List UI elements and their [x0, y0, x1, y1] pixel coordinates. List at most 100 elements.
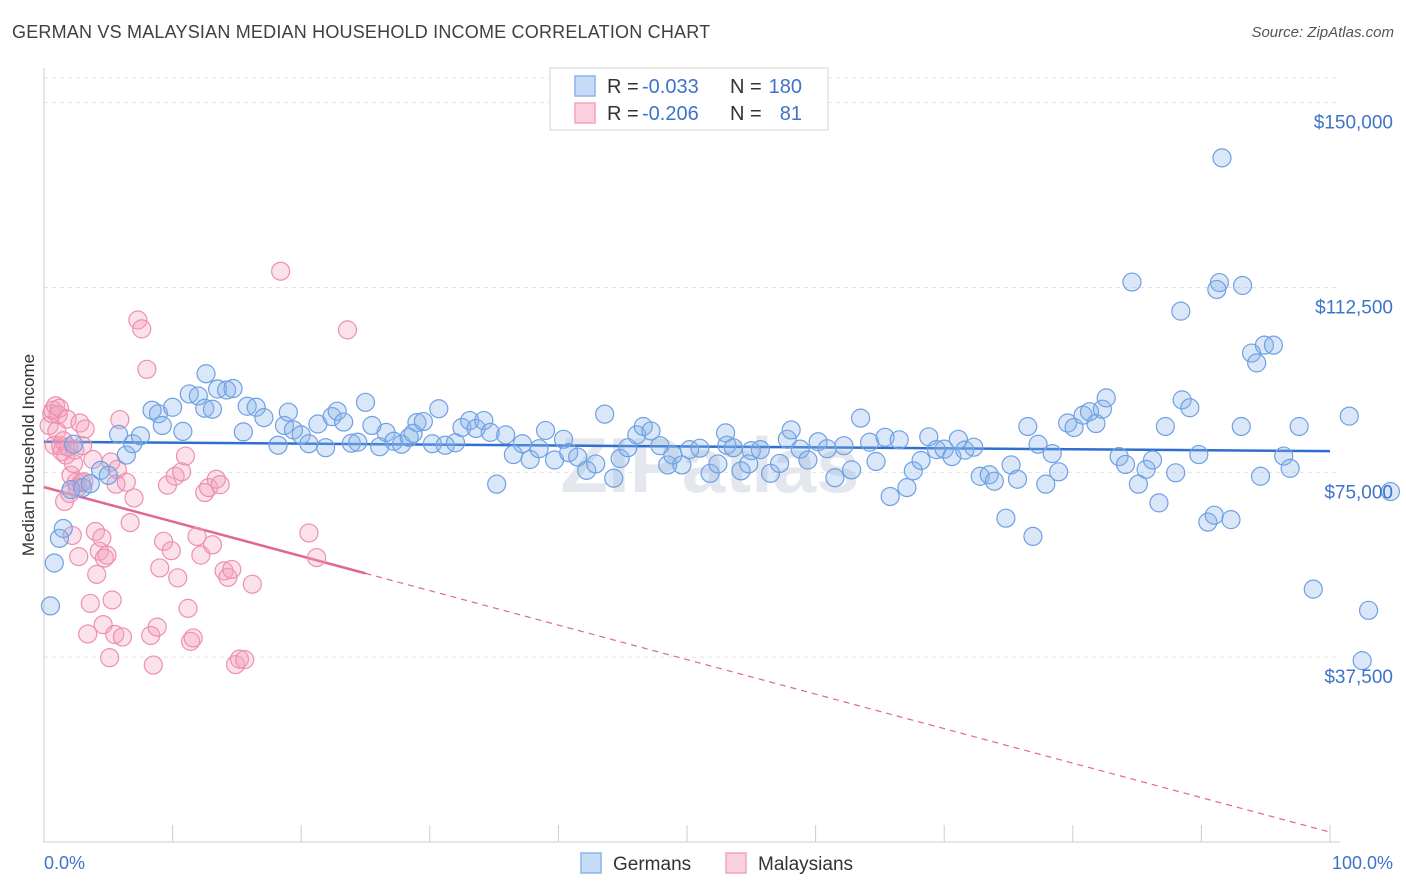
trend-line-germans	[43, 440, 1331, 453]
point-germans	[322, 407, 342, 427]
point-germans	[1380, 481, 1401, 502]
point-malaysians	[181, 631, 201, 651]
point-germans	[487, 474, 507, 494]
point-germans	[604, 468, 624, 488]
point-germans	[1207, 279, 1227, 300]
point-germans	[1358, 600, 1379, 620]
point-germans	[334, 412, 354, 432]
point-germans	[44, 553, 64, 573]
trend-lines	[43, 440, 1331, 833]
point-germans	[1280, 458, 1300, 478]
point-germans	[842, 460, 862, 480]
point-germans	[80, 474, 100, 494]
point-germans	[1018, 416, 1038, 437]
point-germans	[327, 401, 347, 421]
point-germans	[1189, 444, 1209, 465]
point-malaysians	[168, 568, 188, 588]
point-germans	[217, 380, 237, 400]
point-malaysians	[99, 648, 120, 668]
point-malaysians	[48, 405, 68, 425]
point-germans	[948, 429, 968, 449]
point-germans	[851, 408, 871, 428]
point-malaysians	[57, 409, 77, 429]
point-germans	[254, 408, 274, 428]
point-germans	[1049, 462, 1069, 482]
y-tick-label: $150,000	[1314, 113, 1393, 134]
point-germans	[1122, 272, 1142, 292]
point-germans	[996, 508, 1016, 528]
point-malaysians	[178, 598, 198, 618]
point-germans	[715, 423, 736, 443]
point-malaysians	[92, 528, 112, 548]
point-germans	[299, 434, 319, 454]
point-germans	[1023, 526, 1043, 547]
point-malaysians	[147, 617, 167, 637]
point-germans	[223, 378, 243, 399]
point-germans	[777, 429, 797, 449]
point-germans	[1339, 406, 1359, 426]
point-malaysians	[87, 564, 107, 584]
point-germans	[529, 439, 549, 459]
legend-r-value: -0.206	[642, 103, 699, 125]
legend-n-label: N =	[730, 103, 762, 125]
bottom-legend-swatch-malaysians	[725, 852, 747, 874]
point-germans	[1289, 416, 1309, 437]
point-malaysians	[183, 628, 203, 648]
point-germans	[474, 410, 494, 431]
point-germans	[1149, 493, 1169, 513]
point-germans	[708, 454, 728, 474]
point-malaysians	[222, 559, 242, 580]
trend-line-malaysians	[43, 485, 366, 575]
point-germans	[586, 454, 606, 474]
point-germans	[429, 399, 449, 419]
y-tick-labels: $150,000 $112,500 $75,000 $37,500	[1314, 113, 1393, 689]
point-germans	[196, 364, 216, 384]
y-tick-label: $37,500	[1324, 667, 1393, 688]
point-malaysians	[307, 547, 327, 568]
point-germans	[1166, 463, 1186, 483]
point-germans	[817, 439, 837, 459]
y-axis-title: Median Household Income	[19, 354, 38, 556]
x-tick-labels: 0.0% 100.0%	[44, 853, 1393, 873]
legend-n-label: N =	[730, 76, 762, 98]
point-germans	[496, 425, 516, 445]
point-malaysians	[187, 526, 207, 547]
point-malaysians	[229, 649, 250, 669]
point-germans	[63, 434, 84, 454]
bottom-legend-label-malaysians: Malaysians	[758, 854, 853, 875]
point-germans	[1231, 416, 1251, 437]
point-germans	[650, 436, 670, 456]
point-malaysians	[78, 624, 98, 644]
point-germans	[460, 410, 480, 431]
legend-r-value: -0.033	[642, 76, 699, 98]
point-germans	[1128, 474, 1148, 494]
point-germans	[781, 420, 801, 440]
source-label: Source: ZipAtlas.com	[1251, 24, 1394, 41]
point-germans	[1155, 416, 1175, 437]
point-germans	[1221, 510, 1241, 530]
point-germans	[1042, 443, 1062, 464]
point-germans	[40, 596, 61, 616]
point-germans	[1086, 413, 1106, 434]
point-malaysians	[124, 488, 144, 508]
legend-swatch-germans	[574, 75, 596, 97]
point-malaysians	[112, 627, 133, 647]
point-malaysians	[235, 650, 255, 670]
point-germans	[163, 397, 183, 417]
legend-n-value: 180	[769, 76, 802, 98]
point-germans	[53, 518, 73, 539]
point-germans	[866, 451, 886, 472]
point-germans	[152, 415, 172, 436]
point-germans	[641, 421, 661, 441]
point-germans	[1247, 353, 1267, 373]
point-germans	[595, 404, 615, 424]
point-malaysians	[110, 409, 130, 430]
legend-r-label: R =	[607, 76, 639, 98]
point-germans	[1204, 505, 1224, 525]
point-malaysians	[175, 446, 196, 466]
point-germans	[1007, 469, 1028, 489]
point-malaysians	[202, 535, 223, 555]
point-germans	[1274, 446, 1294, 466]
point-germans	[964, 437, 984, 457]
point-germans	[173, 421, 193, 442]
